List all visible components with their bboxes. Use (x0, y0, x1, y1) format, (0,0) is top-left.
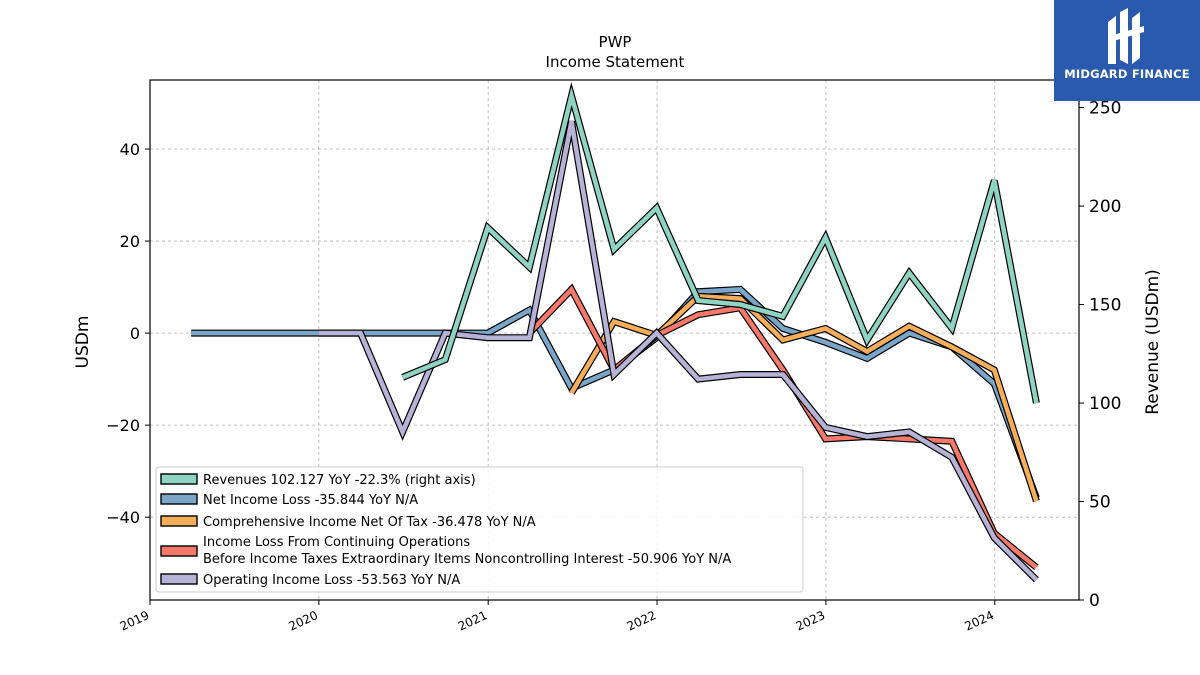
legend-label: Revenues 102.127 YoY -22.3% (right axis) (203, 473, 476, 488)
series-line-comprehensive-income-net-of-tax (569, 293, 1039, 502)
legend: Revenues 102.127 YoY -22.3% (right axis)… (155, 466, 804, 593)
series-outline-revenues (401, 81, 1040, 404)
y-tick-label-left: 0 (130, 324, 140, 343)
legend-swatch (160, 515, 198, 527)
legend-label: Income Loss From Continuing Operations (203, 535, 470, 550)
y-tick-label-right: 250 (1089, 99, 1121, 119)
legend-label: Before Income Taxes Extraordinary Items … (203, 552, 731, 567)
x-tick-label: 2023 (794, 608, 828, 634)
series-lines (191, 81, 1040, 583)
legend-swatch (160, 473, 198, 485)
legend-box (155, 466, 804, 593)
y-tick-label-right: 100 (1089, 394, 1121, 414)
y-tick-label-right: 50 (1089, 493, 1111, 513)
y-tick-label-left: 40 (120, 140, 140, 159)
chart-subtitle: Income Statement (546, 53, 685, 71)
logo-text: MIDGARD FINANCE (1064, 67, 1190, 81)
x-tick-label: 2024 (962, 608, 996, 634)
y-axis-label-right: Revenue (USDm) (1143, 269, 1163, 415)
midgard-logo-icon (1108, 8, 1144, 64)
legend-swatch (160, 573, 198, 585)
legend-label: Operating Income Loss -53.563 YoY N/A (203, 573, 460, 588)
series-line-revenues (401, 86, 1039, 404)
y-tick-label-right: 0 (1089, 591, 1100, 611)
x-tick-label: 2020 (287, 608, 321, 634)
y-tick-label-left: 20 (120, 232, 140, 251)
y-tick-label-left: −20 (106, 416, 140, 435)
x-tick-label: 2022 (625, 608, 659, 634)
x-tick-label: 2019 (118, 608, 152, 634)
legend-swatch (160, 545, 198, 557)
series-line-operating-income-loss (318, 120, 1039, 582)
legend-swatch (160, 493, 198, 505)
y-tick-label-left: −40 (106, 508, 140, 527)
legend-label: Net Income Loss -35.844 YoY N/A (203, 493, 418, 508)
chart-title: PWP (599, 33, 632, 51)
y-tick-label-right: 150 (1089, 296, 1121, 316)
y-tick-label-right: 200 (1089, 197, 1121, 217)
legend-label: Comprehensive Income Net Of Tax -36.478 … (203, 515, 536, 530)
plot-frame (149, 79, 1080, 601)
y-axis-label-left: USDm (73, 316, 93, 369)
x-tick-label: 2021 (456, 608, 490, 634)
brand-logo: MIDGARD FINANCE (1054, 0, 1200, 101)
